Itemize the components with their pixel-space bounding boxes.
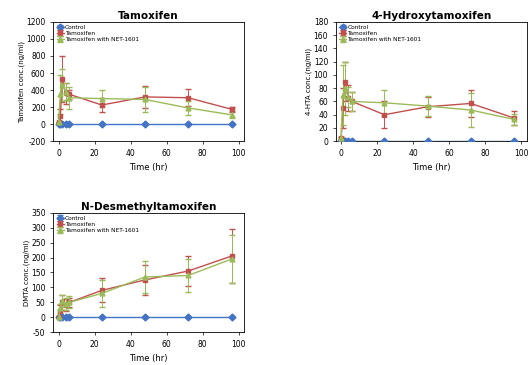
Legend: Control, Tamoxifen, Tamoxifen with NET-1601: Control, Tamoxifen, Tamoxifen with NET-1… (339, 25, 422, 42)
Y-axis label: DMTA conc.(ng/ml): DMTA conc.(ng/ml) (23, 239, 30, 306)
X-axis label: Time (hr): Time (hr) (129, 354, 168, 363)
Title: Tamoxifen: Tamoxifen (118, 11, 179, 21)
Title: 4-Hydroxytamoxifen: 4-Hydroxytamoxifen (371, 11, 492, 21)
Legend: Control, Tamoxifen, Tamoxifen with NET-1601: Control, Tamoxifen, Tamoxifen with NET-1… (56, 25, 139, 42)
Y-axis label: Tamoxifen conc.(ng/ml): Tamoxifen conc.(ng/ml) (18, 41, 25, 123)
X-axis label: Time (hr): Time (hr) (412, 164, 451, 172)
X-axis label: Time (hr): Time (hr) (129, 164, 168, 172)
Title: N-Desmethyltamoxifen: N-Desmethyltamoxifen (81, 202, 217, 212)
Legend: Control, Tamoxifen, Tamoxifen with NET-1601: Control, Tamoxifen, Tamoxifen with NET-1… (56, 216, 139, 233)
Y-axis label: 4-HTA conc.(ng/ml): 4-HTA conc.(ng/ml) (306, 48, 312, 115)
